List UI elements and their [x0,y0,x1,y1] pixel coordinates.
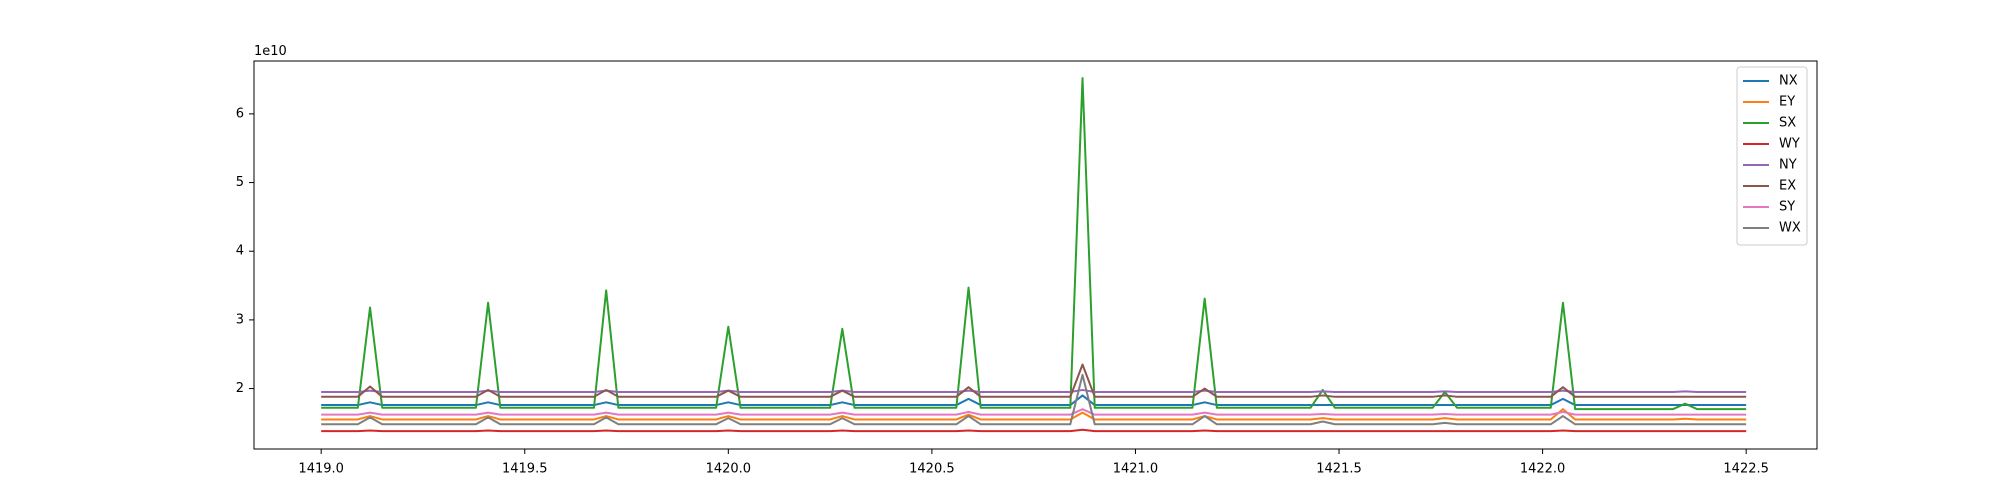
legend-label: NY [1779,158,1797,173]
legend-label: WX [1779,221,1801,236]
series-line [321,373,1747,426]
x-tick-label: 1422.0 [1520,462,1566,477]
x-tick-label: 1420.5 [909,462,955,477]
legend-label: NX [1779,74,1798,89]
series-line [321,408,1747,421]
y-tick-label: 6 [236,106,244,121]
legend-label: SX [1779,116,1796,131]
y-tick-label: 5 [236,175,244,190]
series-line [321,428,1747,433]
series-line [321,388,1747,393]
legend: NX EY SX WY NY EX SY WX [1736,66,1808,246]
y-tick-label: 2 [236,381,244,396]
legend-label: WY [1779,137,1800,152]
series-line [321,408,1747,416]
x-tick-label: 1422.5 [1723,462,1769,477]
legend-label: EY [1779,95,1795,110]
x-tick-label: 1421.5 [1316,462,1362,477]
y-tick-label: 4 [236,244,244,259]
legend-label: EX [1779,179,1796,194]
x-tick-label: 1421.0 [1113,462,1159,477]
series-line [321,394,1747,407]
series-line [321,363,1747,398]
legend-label: SY [1779,200,1795,215]
plot-frame [253,60,1818,450]
series-line [321,77,1747,411]
y-offset-label: 1e10 [254,44,287,59]
x-tick-label: 1420.0 [706,462,752,477]
x-tick-label: 1419.5 [502,462,548,477]
legend-box [1736,66,1808,246]
y-tick-label: 3 [236,312,244,327]
x-tick-label: 1419.0 [298,462,344,477]
